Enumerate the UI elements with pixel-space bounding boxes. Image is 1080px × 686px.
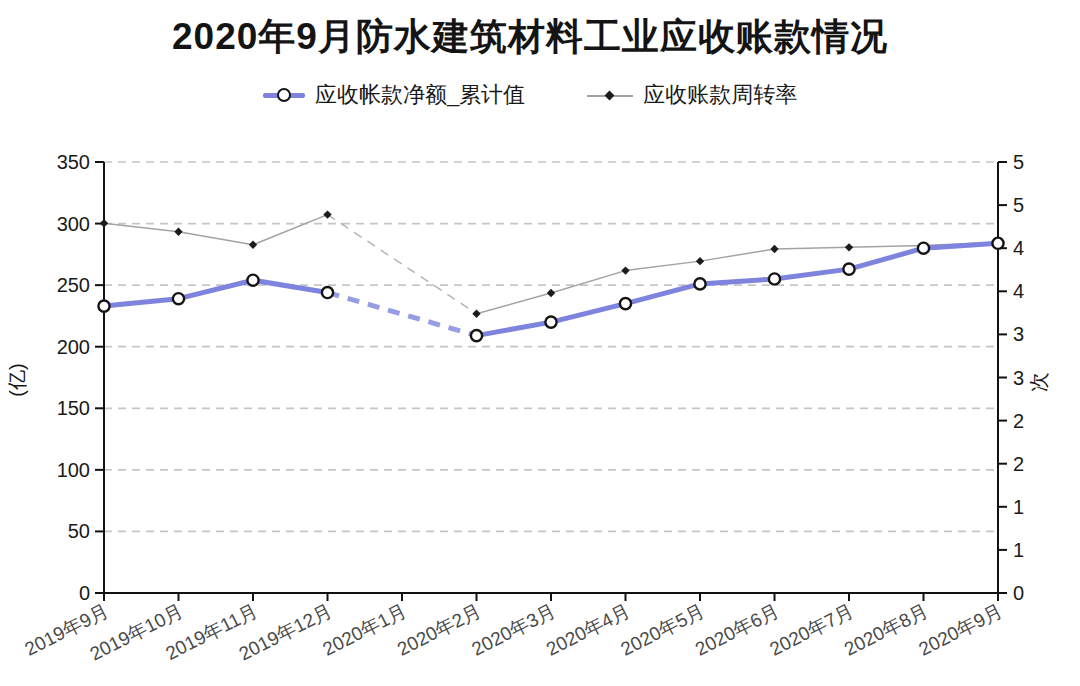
left-tick-label: 200 xyxy=(57,336,90,358)
x-tick-label: 2020年3月 xyxy=(468,600,558,660)
x-tick-label: 2020年2月 xyxy=(394,600,484,660)
diamond-marker xyxy=(174,228,182,236)
left-axis-title: (亿) xyxy=(6,363,28,396)
diamond-marker xyxy=(696,257,704,265)
left-tick-label: 50 xyxy=(68,520,90,542)
diamond-marker xyxy=(770,245,778,253)
right-tick-label: 4 xyxy=(1013,237,1024,259)
right-tick-label: 0 xyxy=(1013,582,1024,604)
gridlines xyxy=(104,162,998,531)
x-tick-label: 2020年7月 xyxy=(766,600,856,660)
circle-marker xyxy=(173,293,184,304)
left-tick-label: 300 xyxy=(57,213,90,235)
diamond-marker xyxy=(472,310,480,318)
chart-plot: 0 50 100 150 200 250 300 350 0 1 1 2 2 3 3 4 4 5 5 2019年9月2… xyxy=(0,0,1080,686)
right-tick-label: 2 xyxy=(1013,453,1024,475)
diamond-marker xyxy=(100,219,108,227)
circle-marker xyxy=(545,316,556,327)
x-tick-label: 2020年6月 xyxy=(692,600,782,660)
right-tick-label: 5 xyxy=(1013,194,1024,216)
circle-marker xyxy=(620,298,631,309)
circle-marker xyxy=(98,300,109,311)
x-tick-label: 2020年8月 xyxy=(841,600,931,660)
right-tick-label: 1 xyxy=(1013,539,1024,561)
x-tick-label: 2020年9月 xyxy=(915,600,1005,660)
x-tick-label: 2020年5月 xyxy=(617,600,707,660)
x-tick-label: 2020年1月 xyxy=(319,600,409,660)
circle-marker xyxy=(247,275,258,286)
right-tick-label: 4 xyxy=(1013,280,1024,302)
axes xyxy=(103,162,999,593)
left-axis-ticks: 0 50 100 150 200 250 300 350 xyxy=(57,151,104,604)
left-tick-label: 150 xyxy=(57,397,90,419)
right-axis-ticks: 0 1 1 2 2 3 3 4 4 5 5 xyxy=(998,151,1024,604)
circle-marker xyxy=(769,273,780,284)
right-tick-label: 2 xyxy=(1013,410,1024,432)
axis-titles: (亿) 次 xyxy=(6,363,1050,396)
right-tick-label: 5 xyxy=(1013,151,1024,173)
circle-marker xyxy=(992,238,1003,249)
right-tick-label: 1 xyxy=(1013,496,1024,518)
diamond-marker xyxy=(621,266,629,274)
turnover-rate-line xyxy=(104,215,328,245)
right-tick-label: 3 xyxy=(1013,323,1024,345)
circle-marker xyxy=(918,243,929,254)
left-tick-label: 0 xyxy=(79,582,90,604)
left-tick-label: 350 xyxy=(57,151,90,173)
left-tick-label: 250 xyxy=(57,274,90,296)
right-axis-title: 次 xyxy=(1028,372,1050,392)
diamond-marker xyxy=(845,243,853,251)
x-tick-label: 2020年4月 xyxy=(543,600,633,660)
chart-canvas: 2020年9月防水建筑材料工业应收账款情况 应收帐款净额_累计值 应收账款周转率… xyxy=(0,0,1080,686)
left-tick-label: 100 xyxy=(57,459,90,481)
x-axis-ticks: 2019年9月2019年10月2019年11月2019年12月2020年1月20… xyxy=(21,593,1005,665)
circle-marker xyxy=(843,264,854,275)
diamond-marker xyxy=(323,210,331,218)
circle-marker xyxy=(694,278,705,289)
diamond-marker xyxy=(547,289,555,297)
circle-marker xyxy=(471,330,482,341)
net-receivables-line xyxy=(104,280,328,306)
right-tick-label: 3 xyxy=(1013,367,1024,389)
diamond-marker xyxy=(249,241,257,249)
circle-marker xyxy=(322,287,333,298)
